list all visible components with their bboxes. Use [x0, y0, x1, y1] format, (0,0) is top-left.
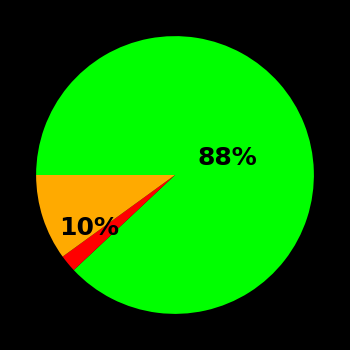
Wedge shape [36, 175, 175, 257]
Text: 10%: 10% [59, 216, 119, 240]
Wedge shape [63, 175, 175, 270]
Text: 88%: 88% [198, 146, 258, 170]
Wedge shape [36, 36, 314, 314]
